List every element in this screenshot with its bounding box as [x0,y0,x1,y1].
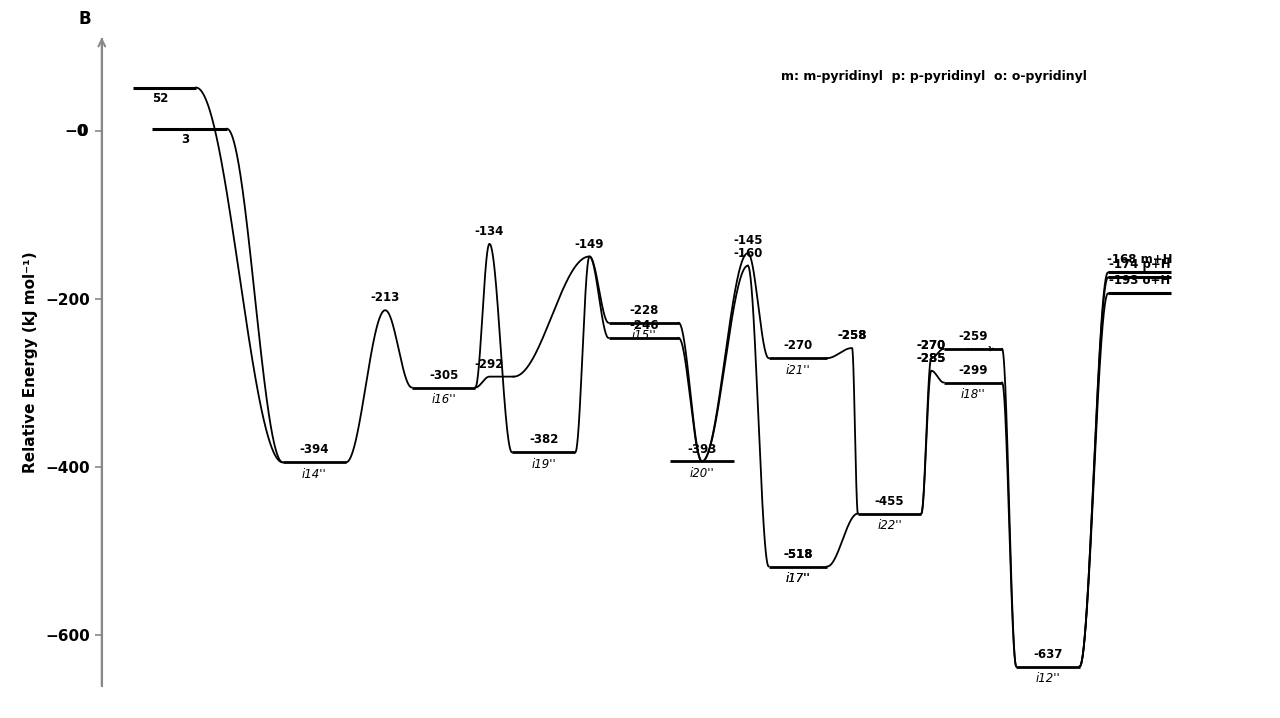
Text: -518: -518 [783,548,813,561]
Text: -285: -285 [916,352,946,365]
Text: i14'': i14'' [302,468,326,481]
Text: -174 p+H: -174 p+H [1108,258,1170,271]
Text: B: B [78,10,91,28]
Text: i17'': i17'' [786,572,810,585]
Text: -382: -382 [529,434,558,447]
Text: -258: -258 [837,329,867,342]
Text: 0: 0 [77,123,87,139]
Text: -518: -518 [783,548,813,561]
Text: -455: -455 [874,495,905,508]
Text: 52: 52 [152,92,169,105]
Text: i16'': i16'' [431,393,456,406]
Text: -270: -270 [916,339,946,353]
Text: -393: -393 [687,442,717,456]
Text: -168 m+H: -168 m+H [1107,253,1172,266]
Text: -259: -259 [959,330,988,343]
Text: -228: -228 [628,304,658,317]
Text: i21'': i21'' [786,364,810,377]
Text: i18'': i18'' [960,388,986,401]
Text: -145: -145 [733,234,763,247]
Text: -270: -270 [783,339,813,353]
Text: i20'': i20'' [690,467,714,480]
Text: i12'': i12'' [1036,672,1060,686]
Text: m: m-pyridinyl  p: p-pyridinyl  o: o-pyridinyl: m: m-pyridinyl p: p-pyridinyl o: o-pyrid… [781,70,1087,83]
Text: 3: 3 [180,133,189,146]
Text: i19'': i19'' [531,458,556,471]
Text: -149: -149 [575,238,604,251]
Text: -270: -270 [916,339,946,353]
Text: -160: -160 [733,247,763,260]
Text: -258: -258 [837,329,867,342]
Text: -292: -292 [475,358,504,370]
Text: −0: −0 [64,123,87,139]
Text: i22'': i22'' [877,519,902,533]
Text: i15'': i15'' [631,329,657,342]
Text: -134: -134 [475,225,504,238]
Text: -246: -246 [628,319,658,332]
Text: -285: -285 [916,352,946,365]
Text: -193 o+H: -193 o+H [1108,274,1170,286]
Text: -394: -394 [300,444,329,457]
Text: -299: -299 [959,363,988,377]
Text: i17'': i17'' [786,572,810,585]
Text: -637: -637 [1033,648,1062,661]
Y-axis label: Relative Energy (kJ mol⁻¹): Relative Energy (kJ mol⁻¹) [23,251,38,473]
Text: -213: -213 [371,292,399,304]
Text: -305: -305 [429,368,458,382]
